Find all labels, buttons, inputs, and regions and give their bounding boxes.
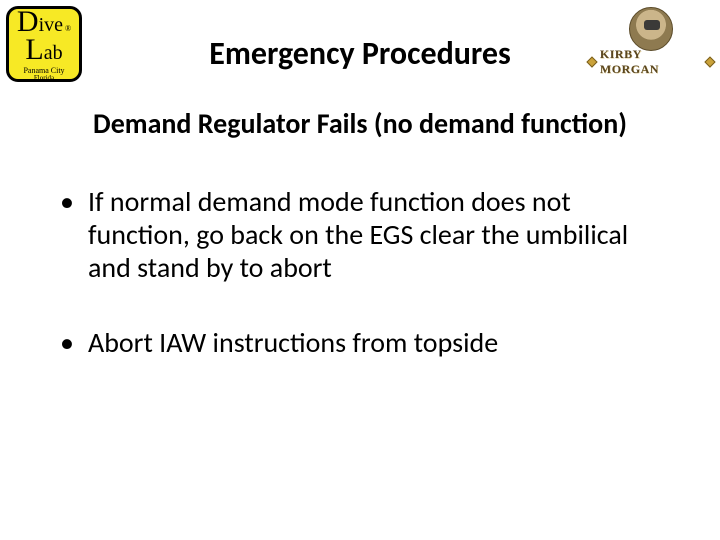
- slide-content: If normal demand mode function does not …: [0, 185, 720, 359]
- slide: D ive ® L ab Panama City Florida KIRBY M…: [0, 0, 720, 540]
- bullet-list: If normal demand mode function does not …: [60, 185, 676, 359]
- logo-sub-state: Florida: [34, 75, 54, 82]
- list-item: Abort IAW instructions from topside: [60, 326, 676, 359]
- logo-letter-d: D: [17, 7, 39, 37]
- registered-mark: ®: [65, 25, 71, 33]
- slide-header: D ive ® L ab Panama City Florida KIRBY M…: [0, 0, 720, 90]
- list-item: If normal demand mode function does not …: [60, 185, 676, 284]
- slide-subtitle: Demand Regulator Fails (no demand functi…: [0, 106, 720, 141]
- logo-line-1: D ive ®: [17, 7, 71, 37]
- slide-title: Emergency Procedures: [0, 34, 720, 73]
- logo-rest-ive: ive: [39, 15, 63, 35]
